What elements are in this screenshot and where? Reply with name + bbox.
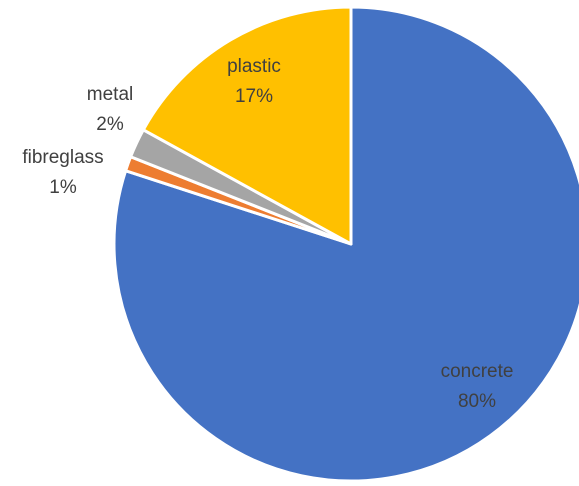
data-label-fibreglass: fibreglass 1% bbox=[22, 147, 103, 198]
data-label-metal-value: 2% bbox=[96, 114, 124, 135]
pie-labels: concrete 80% fibreglass 1% metal 2% plastic 17% bbox=[22, 56, 513, 412]
pie-slices bbox=[112, 5, 579, 483]
data-label-fibreglass-value: 1% bbox=[49, 177, 77, 198]
pie-slice-plastic bbox=[141, 5, 353, 246]
data-label-concrete-name: concrete bbox=[441, 361, 514, 382]
data-label-plastic-name: plastic bbox=[227, 56, 281, 77]
data-label-concrete: concrete 80% bbox=[441, 361, 514, 412]
data-label-plastic: plastic 17% bbox=[227, 56, 281, 107]
data-label-plastic-value: 17% bbox=[235, 86, 273, 107]
data-label-concrete-value: 80% bbox=[458, 391, 496, 412]
data-label-metal: metal 2% bbox=[87, 84, 133, 135]
data-label-fibreglass-name: fibreglass bbox=[22, 147, 103, 168]
data-label-metal-name: metal bbox=[87, 84, 133, 105]
